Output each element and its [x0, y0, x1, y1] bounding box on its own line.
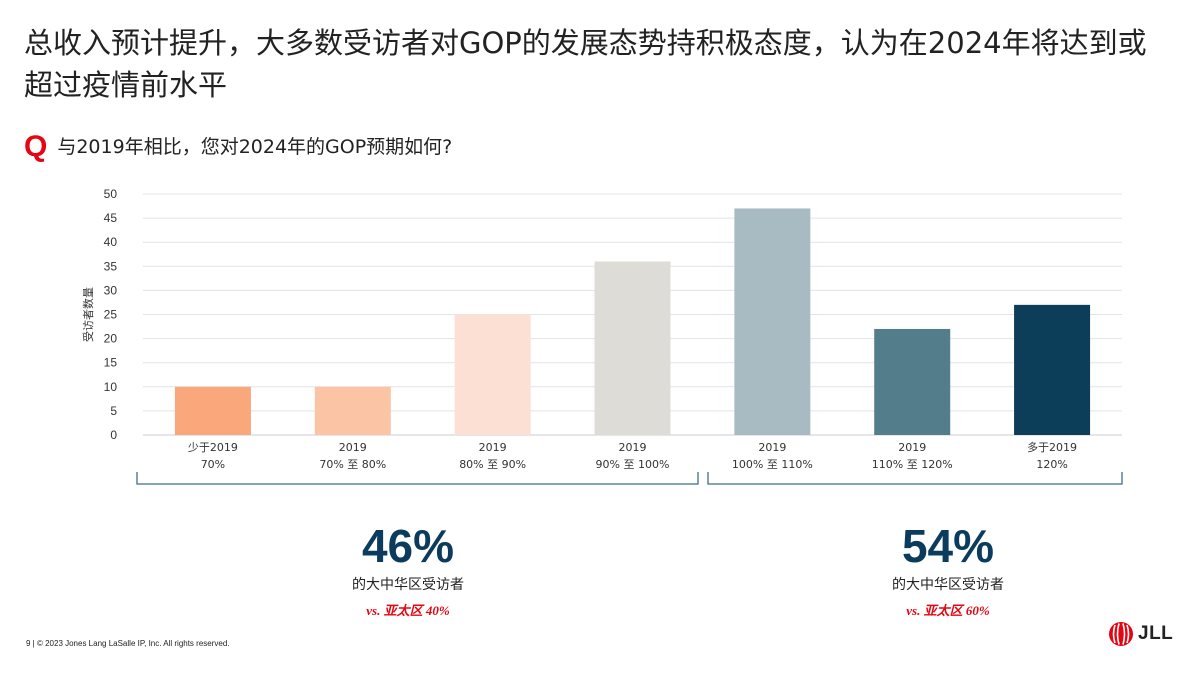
y-tick-label: 15 [104, 356, 118, 370]
x-tick-label: 2019 [898, 441, 926, 454]
x-tick-label: 70% [201, 458, 225, 471]
x-tick-label: 2019 [339, 441, 367, 454]
page-title: 总收入预计提升，大多数受访者对GOP的发展态势持积极态度，认为在2024年将达到… [24, 26, 1147, 102]
x-tick-label: 80% 至 90% [459, 458, 526, 471]
question-mark: Q [24, 130, 48, 163]
y-tick-label: 20 [104, 332, 118, 346]
summary-right-description: 的大中华区受访者 [892, 577, 1004, 593]
bar [874, 328, 951, 435]
bar [594, 261, 671, 435]
y-tick-label: 5 [110, 404, 117, 418]
y-tick-label: 25 [104, 308, 118, 322]
summary-right-percent: 54% [901, 520, 995, 572]
bar [314, 386, 391, 435]
summary-left: 46% 的大中华区受访者 vs. 亚太区 40% [258, 522, 558, 619]
x-tick-label: 2019 [619, 441, 647, 454]
x-tick-label: 110% 至 120% [872, 458, 953, 471]
x-tick-label: 90% 至 100% [596, 458, 670, 471]
summary-left-percent: 46% [361, 520, 455, 572]
bar [454, 314, 531, 435]
x-tick-label: 120% [1036, 458, 1067, 471]
footer-copyright: 9 | © 2023 Jones Lang LaSalle IP, Inc. A… [26, 639, 230, 648]
bar [174, 386, 251, 435]
jll-logo-text: JLL [1138, 623, 1174, 644]
y-tick-label: 0 [110, 428, 117, 442]
x-tick-label: 少于2019 [188, 441, 238, 454]
summary-right-comparison: vs. 亚太区 60% [906, 603, 990, 618]
jll-logo: JLL [1108, 621, 1173, 647]
x-tick-label: 100% 至 110% [732, 458, 813, 471]
bar [1014, 304, 1091, 435]
bar [734, 208, 811, 435]
summary-right: 54% 的大中华区受访者 vs. 亚太区 60% [798, 522, 1098, 619]
summary-left-description: 的大中华区受访者 [352, 577, 464, 593]
y-tick-label: 10 [104, 380, 118, 394]
question: Q 与2019年相比，您对2024年的GOP预期如何? [24, 130, 452, 164]
x-tick-label: 70% 至 80% [319, 458, 386, 471]
y-axis-label: 受访者数量 [82, 287, 95, 342]
x-tick-label: 2019 [758, 441, 786, 454]
x-tick-label: 多于2019 [1027, 440, 1077, 454]
bracket-above-100 [707, 472, 1123, 485]
y-tick-label: 30 [104, 283, 118, 297]
y-tick-label: 50 [104, 187, 118, 201]
y-tick-label: 40 [104, 235, 118, 249]
y-tick-label: 45 [104, 211, 118, 225]
summary-left-comparison: vs. 亚太区 40% [366, 603, 450, 618]
y-tick-label: 35 [104, 259, 118, 273]
jll-logo-icon [1109, 622, 1133, 646]
x-tick-label: 2019 [479, 441, 507, 454]
bracket-below-100 [136, 472, 699, 485]
question-text: 与2019年相比，您对2024年的GOP预期如何? [57, 136, 453, 158]
